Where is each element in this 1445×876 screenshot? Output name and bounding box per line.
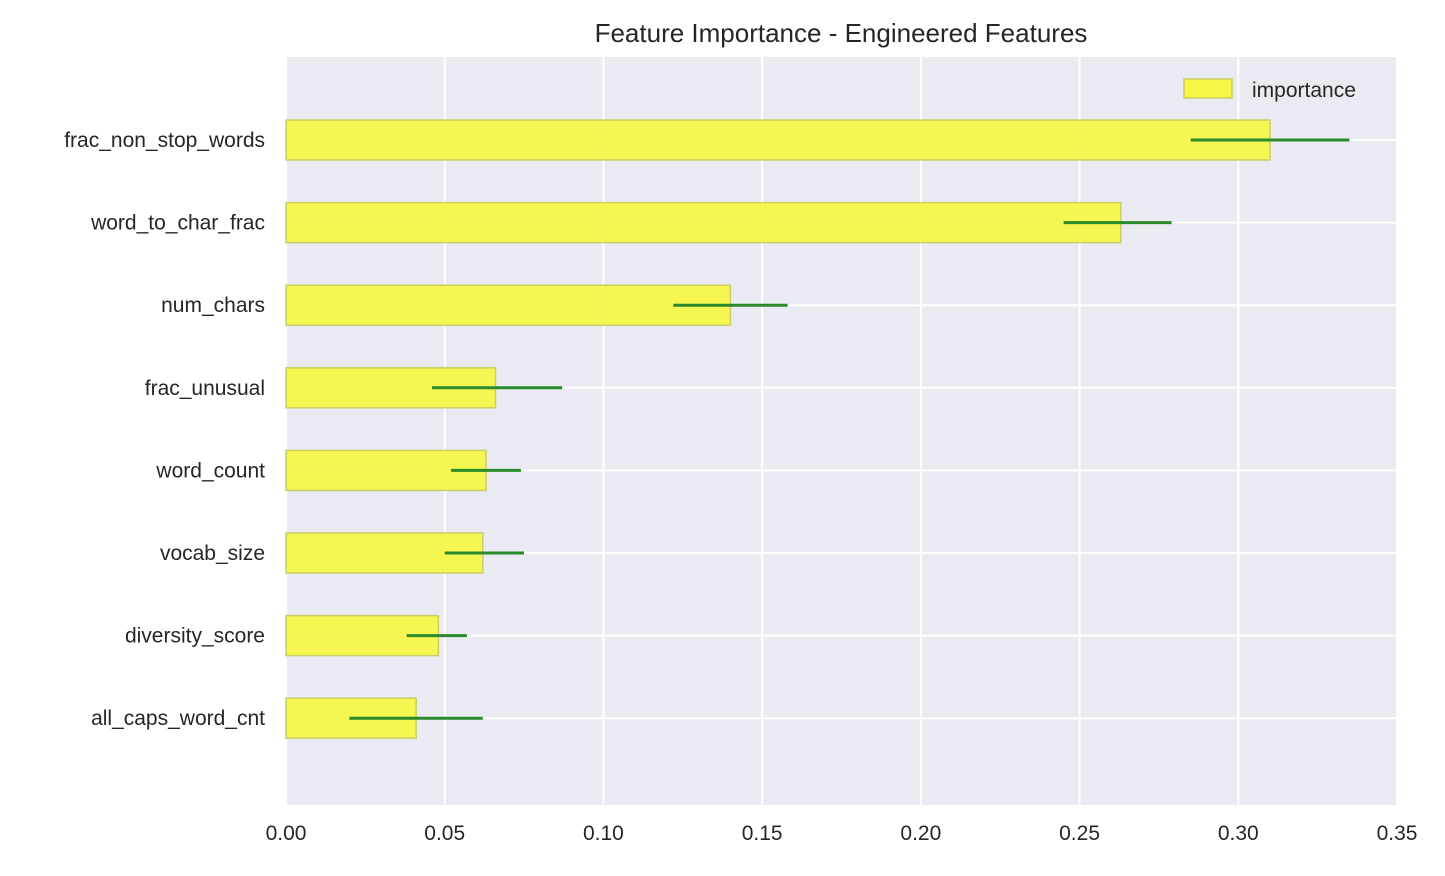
y-tick-label: word_count — [155, 459, 265, 482]
bar-num_chars — [285, 284, 732, 326]
y-tick-label: all_caps_word_cnt — [91, 707, 265, 730]
x-tick-label: 0.15 — [742, 822, 783, 845]
legend: importance — [1183, 78, 1356, 102]
y-tick-label: frac_non_stop_words — [64, 129, 265, 152]
x-tick-label: 0.05 — [424, 822, 465, 845]
legend-label-importance: importance — [1252, 79, 1356, 102]
x-tick-labels: 0.00 0.05 0.10 0.15 0.20 0.25 0.30 0.35 — [266, 822, 1418, 845]
plot-area — [286, 57, 1398, 805]
x-tick-label: 0.20 — [900, 822, 941, 845]
y-tick-label: vocab_size — [160, 542, 265, 565]
y-tick-label: word_to_char_frac — [90, 212, 265, 235]
y-tick-label: num_chars — [161, 294, 265, 317]
error-bars — [349, 138, 1350, 720]
chart-title: Feature Importance - Engineered Features — [595, 18, 1088, 48]
bar-word_to_char_frac — [285, 201, 1122, 244]
bars — [285, 119, 1271, 739]
legend-swatch-importance — [1183, 78, 1233, 99]
y-tick-label: diversity_score — [125, 625, 265, 648]
x-tick-label: 0.25 — [1059, 822, 1100, 845]
x-tick-label: 0.00 — [266, 822, 307, 845]
x-tick-label: 0.35 — [1377, 822, 1418, 845]
x-tick-label: 0.30 — [1218, 822, 1259, 845]
bar-frac_non_stop_words — [285, 119, 1271, 161]
x-tick-label: 0.10 — [583, 822, 624, 845]
y-tick-labels: frac_non_stop_words word_to_char_frac num_… — [64, 129, 265, 730]
y-tick-label: frac_unusual — [145, 377, 265, 400]
